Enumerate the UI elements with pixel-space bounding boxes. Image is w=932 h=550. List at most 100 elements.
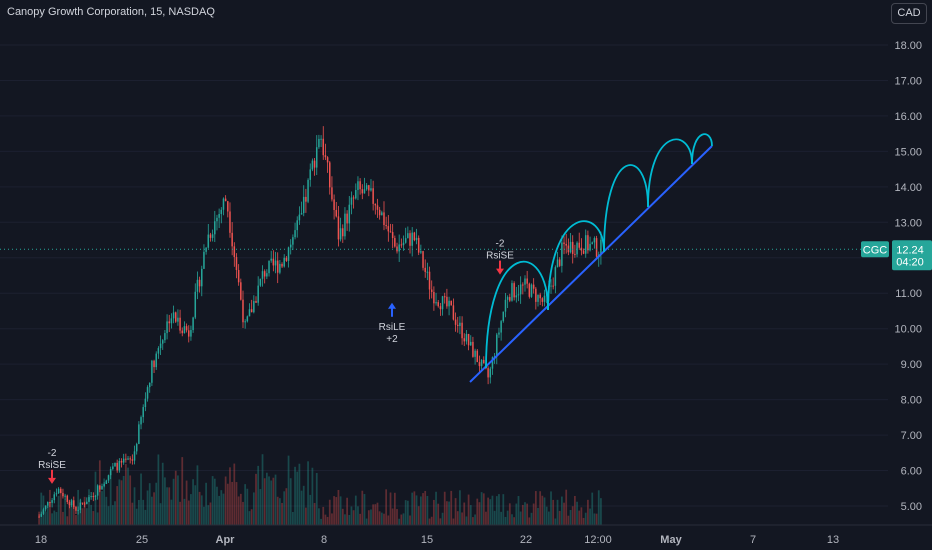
candle-body [474, 350, 476, 357]
volume-bar [209, 502, 212, 525]
candle-body [289, 244, 292, 248]
price-axis[interactable]: 18.0017.0016.0015.0014.0013.0012.0011.00… [888, 0, 932, 550]
candle-body [483, 359, 485, 364]
volume-bar [207, 505, 210, 525]
price-tick-label: 17.00 [894, 75, 922, 87]
candle-body [489, 368, 492, 378]
volume-bar [561, 496, 563, 525]
volume-bar [335, 497, 338, 525]
volume-bar [383, 513, 385, 525]
candle-body [441, 296, 444, 310]
candle-body [224, 198, 227, 202]
volume-bar [279, 498, 281, 525]
time-axis[interactable]: 18 25 Apr 8 15 22 12:00 May 7 13 [0, 524, 932, 546]
volume-bar [148, 483, 151, 525]
time-tick-label: 7 [750, 534, 756, 546]
candle-body [131, 459, 134, 461]
volume-bar [428, 518, 431, 525]
candle-body [463, 338, 466, 342]
volume-bar [220, 490, 223, 525]
candle-body [348, 204, 351, 224]
volume-bar [196, 465, 199, 525]
volume-bar [504, 516, 507, 525]
candle-body [157, 348, 160, 354]
candle-body [591, 242, 593, 244]
candle-body [242, 299, 244, 323]
volume-bar [461, 512, 463, 525]
volume-bar [244, 484, 247, 525]
candle-body [556, 259, 559, 268]
volume-bar [545, 506, 548, 525]
volume-bar [487, 497, 489, 525]
volume-bar [482, 493, 485, 525]
volume-bar [519, 511, 522, 525]
volume-bar [491, 495, 494, 525]
volume-bar [229, 467, 231, 525]
candle-body [181, 330, 184, 334]
candle-body [168, 321, 170, 324]
volume-bar [153, 492, 155, 525]
cup-arc [547, 220, 605, 311]
candle-body [554, 267, 557, 286]
candle-body [185, 326, 188, 331]
time-tick-label: 8 [321, 534, 327, 546]
volume-bar [556, 499, 559, 525]
volume-bar [439, 518, 442, 525]
candle-body [146, 387, 149, 399]
candle-body [569, 241, 572, 253]
time-tick-label: 18 [35, 534, 47, 546]
currency-button[interactable]: CAD [891, 3, 927, 24]
candle-body [365, 185, 368, 190]
volume-bar [433, 499, 435, 525]
volume-bar [485, 511, 487, 525]
volume-bar [107, 506, 110, 525]
candle-body [383, 212, 385, 226]
volume-bar [68, 499, 71, 525]
candle-body [120, 460, 123, 463]
chart-title: Canopy Growth Corporation, 15, NASDAQ [7, 6, 215, 18]
candle-body [355, 189, 357, 199]
candle-body [127, 458, 129, 460]
candle-body [331, 187, 333, 200]
volume-bar [357, 506, 359, 525]
grid [0, 44, 888, 507]
volume-bar [103, 478, 106, 525]
candle-body [161, 340, 164, 344]
candle-body [509, 297, 511, 301]
candle-body [70, 500, 73, 506]
candle-body [428, 271, 431, 290]
candle-body [396, 246, 398, 252]
candle-body [38, 516, 40, 518]
volume-bar [456, 511, 459, 525]
candle-body [198, 279, 201, 287]
volume-bar [164, 477, 166, 525]
cup-arc [691, 133, 713, 165]
volume-bar [500, 511, 502, 525]
volume-bar [131, 502, 134, 525]
candle-body [571, 241, 574, 254]
volume-bars [38, 454, 602, 525]
volume-bar [359, 513, 361, 525]
candle-body [565, 243, 567, 246]
drawings [0, 133, 888, 383]
candle-body [192, 317, 194, 331]
candle-body [376, 205, 379, 210]
candle-body [311, 160, 314, 170]
candle-body [454, 319, 457, 325]
volume-bar [177, 475, 179, 525]
volume-bar [352, 510, 355, 525]
candle-body [99, 485, 101, 490]
candle-body [413, 232, 416, 241]
candle-body [253, 301, 255, 313]
volume-bar [530, 512, 533, 525]
candle-body [203, 251, 205, 269]
candle-body [201, 268, 203, 287]
candle-body [276, 260, 279, 273]
candle-body [426, 271, 429, 273]
candle-body [552, 285, 554, 287]
volume-bar [420, 496, 422, 525]
candle-body [346, 213, 348, 224]
candle-body [107, 475, 110, 481]
volume-bar [331, 513, 333, 525]
